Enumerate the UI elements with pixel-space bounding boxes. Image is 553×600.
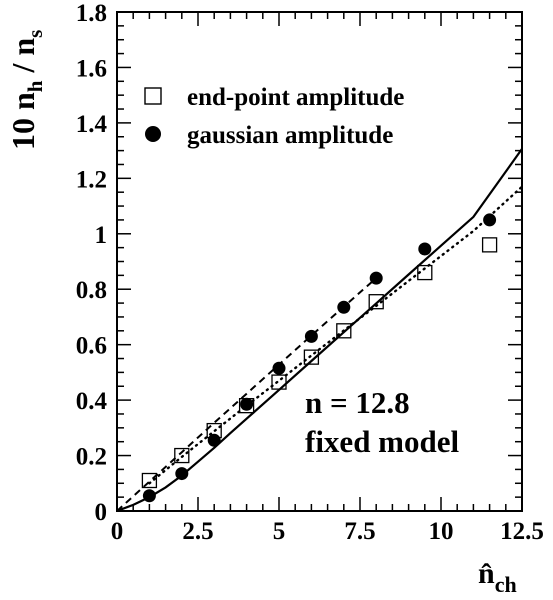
legend-marker-open-square bbox=[144, 87, 162, 105]
x-tick-label: 7.5 bbox=[344, 518, 375, 545]
y-tick-label: 0.6 bbox=[76, 333, 107, 360]
y-axis-title-mid: / n bbox=[5, 38, 41, 81]
legend-label-gaussian: gaussian amplitude bbox=[187, 122, 393, 149]
y-tick-label: 1.4 bbox=[76, 111, 108, 138]
point-end-point bbox=[303, 349, 320, 365]
y-axis-title-prefix: 10 n bbox=[5, 92, 41, 150]
point-gaussian bbox=[418, 242, 432, 256]
y-axis-title: 10 nh / ns bbox=[5, 30, 47, 150]
annotation-model: fixed model bbox=[305, 424, 460, 459]
point-end-point bbox=[336, 323, 352, 339]
legend-marker-filled-circle bbox=[145, 126, 161, 142]
x-tick-label: 12.5 bbox=[500, 518, 544, 545]
point-end-point bbox=[141, 472, 158, 489]
legend: end-point amplitude gaussian amplitude bbox=[144, 84, 404, 149]
point-gaussian bbox=[272, 361, 286, 375]
curve-solid bbox=[116, 148, 523, 513]
data-points bbox=[141, 213, 498, 503]
point-end-point bbox=[174, 447, 190, 464]
annotation-n-value: n = 12.8 bbox=[305, 385, 410, 420]
y-axis-title-sub2: s bbox=[23, 30, 47, 38]
point-end-point bbox=[417, 264, 433, 281]
fit-curves bbox=[116, 148, 524, 513]
y-tick-label: 0 bbox=[95, 499, 108, 526]
y-axis-title-sub1: h bbox=[23, 80, 47, 92]
legend-label-end-point: end-point amplitude bbox=[187, 84, 404, 111]
y-tick-labels: 0 0.2 0.4 0.6 0.8 1 1.2 1.4 1.6 1.8 bbox=[76, 0, 108, 526]
x-tick-label: 2.5 bbox=[182, 518, 213, 545]
y-tick-label: 0.8 bbox=[76, 277, 107, 304]
axis-ticks bbox=[116, 11, 523, 512]
y-tick-label: 1.6 bbox=[76, 55, 107, 82]
x-tick-label: 10 bbox=[429, 518, 454, 545]
x-axis-title-sub: ch bbox=[495, 572, 517, 597]
y-tick-label: 0.2 bbox=[76, 444, 107, 471]
x-tick-labels: 0 2.5 5 7.5 10 12.5 bbox=[111, 518, 544, 545]
point-end-point bbox=[271, 374, 287, 390]
curve-dashed bbox=[116, 277, 377, 512]
x-tick-label: 5 bbox=[273, 518, 286, 545]
point-end-point bbox=[368, 294, 384, 310]
point-gaussian bbox=[369, 271, 383, 285]
point-gaussian bbox=[304, 329, 318, 343]
y-tick-label: 1.8 bbox=[76, 0, 107, 27]
x-tick-label: 0 bbox=[111, 518, 124, 545]
y-tick-label: 0.4 bbox=[76, 388, 108, 415]
point-gaussian bbox=[142, 489, 156, 503]
point-gaussian bbox=[483, 213, 497, 227]
x-axis-title-main: n̂ bbox=[478, 557, 495, 590]
point-gaussian bbox=[240, 397, 254, 411]
point-gaussian bbox=[175, 467, 189, 481]
curve-dotted bbox=[148, 185, 524, 485]
point-gaussian bbox=[207, 433, 221, 447]
point-gaussian bbox=[337, 300, 351, 314]
point-end-point bbox=[481, 237, 498, 253]
y-tick-label: 1.2 bbox=[76, 166, 107, 193]
x-axis-title: n̂ch bbox=[478, 557, 517, 597]
y-tick-label: 1 bbox=[95, 222, 108, 249]
